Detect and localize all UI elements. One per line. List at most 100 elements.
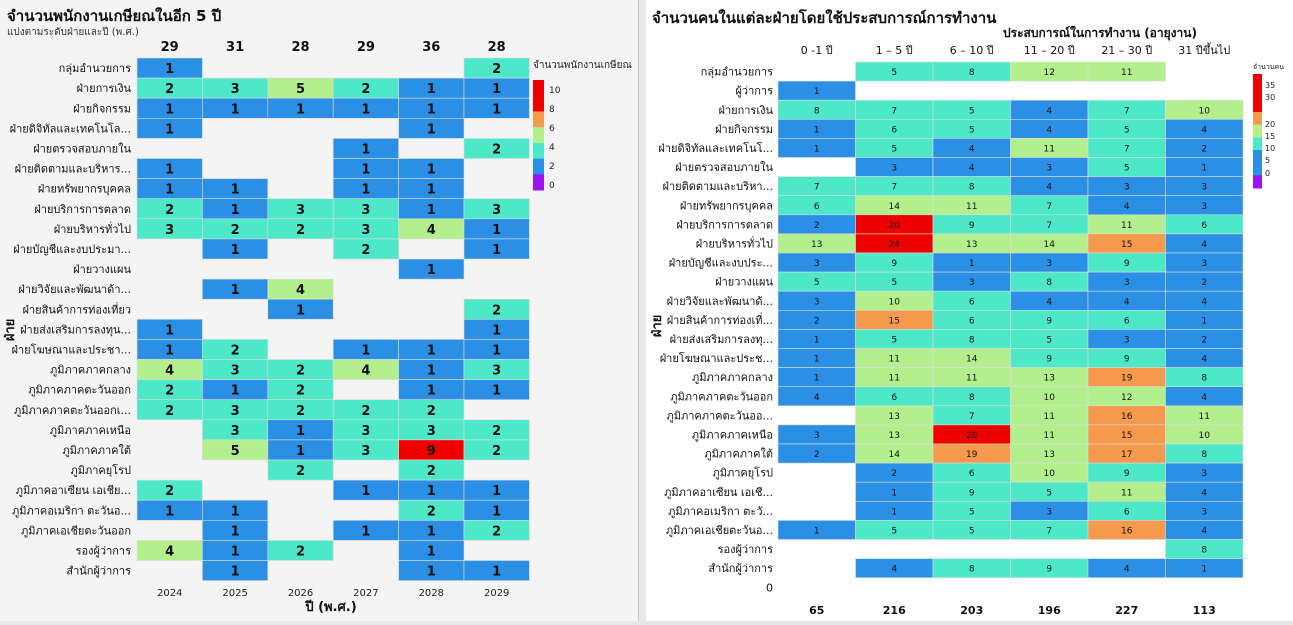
y-tick-label: ฝ่ายบริการการตลาด <box>34 203 131 216</box>
cell-value-label: 2 <box>361 243 370 258</box>
cell-value-label: 3 <box>1046 507 1052 517</box>
cell-value-label: 13 <box>966 240 977 250</box>
cell-value-label: 10 <box>1044 469 1056 479</box>
cell-value-label: 6 <box>969 297 975 307</box>
cell-value-label: 1 <box>361 102 370 117</box>
y-tick-label: ภูมิภาคภาคตะวันออก <box>28 384 131 397</box>
legend-color-swatch <box>1253 112 1262 126</box>
heatmap-cell <box>463 238 530 260</box>
cell-value-label: 1 <box>231 203 240 218</box>
legend-color-swatch <box>1253 162 1262 176</box>
cell-value-label: 1 <box>814 374 820 384</box>
cell-value-label: 3 <box>361 424 370 439</box>
y-tick-label: ฝ่ายตรวจสอบภายใน <box>33 142 131 155</box>
left-legend-title: จำนวนพนักงานเกษียณ <box>533 59 632 71</box>
y-tick-label: ฝ่ายบัญชีและงบประ... <box>669 257 773 270</box>
cell-value-label: 1 <box>231 283 240 298</box>
cell-value-label: 1 <box>1201 164 1207 174</box>
cell-value-label: 1 <box>231 243 240 258</box>
cell-value-label: 1 <box>361 142 370 157</box>
legend-tick-label: 35 <box>1265 81 1275 90</box>
cell-value-label: 2 <box>165 384 174 399</box>
cell-value-label: 19 <box>966 450 978 460</box>
cell-value-label: 3 <box>1201 259 1207 269</box>
y-tick-label: ฝ่ายส่งเสริมการลงทุน... <box>20 323 131 336</box>
cell-value-label: 1 <box>361 524 370 539</box>
cell-value-label: 10 <box>889 297 901 307</box>
cell-value-label: 4 <box>427 223 436 238</box>
left-x-axis-label: ปี (พ.ศ.) <box>304 599 356 615</box>
y-tick-label: รองผู้ว่าการ <box>718 543 774 556</box>
y-tick-label: ฝ่ายตรวจสอบภายใน <box>675 161 773 174</box>
cell-value-label: 2 <box>231 223 240 238</box>
y-tick-label: ฝ่ายโฆษณาและประชา... <box>12 342 131 356</box>
cell-value-label: 6 <box>814 202 820 212</box>
cell-value-label: 4 <box>1046 125 1052 135</box>
cell-value-label: 4 <box>891 565 897 575</box>
cell-value-label: 1 <box>165 504 174 519</box>
column-total: 28 <box>488 40 506 55</box>
column-total: 36 <box>422 40 440 55</box>
cell-value-label: 1 <box>969 259 975 269</box>
column-total: 31 <box>226 40 244 55</box>
cell-value-label: 1 <box>814 87 820 97</box>
legend-color-swatch <box>533 174 544 191</box>
cell-value-label: 4 <box>1046 183 1052 193</box>
cell-value-label: 7 <box>891 106 897 116</box>
y-tick-label: สำนักผู้ว่าการ <box>708 562 773 575</box>
cell-value-label: 13 <box>1044 374 1055 384</box>
cell-value-label: 4 <box>296 283 305 298</box>
cell-value-label: 1 <box>814 335 820 345</box>
y-tick-label: ฝ่ายดิจิทัลและเทคโนโ... <box>658 141 773 155</box>
legend-color-swatch <box>1253 150 1262 164</box>
cell-value-label: 1 <box>231 102 240 117</box>
cell-value-label: 1 <box>231 565 240 580</box>
column-total: 65 <box>809 604 824 617</box>
cell-value-label: 4 <box>1124 297 1130 307</box>
column-total: 29 <box>161 40 179 55</box>
cell-value-label: 5 <box>1046 335 1052 345</box>
cell-value-label: 2 <box>492 424 501 439</box>
cell-value-label: 2 <box>427 404 436 419</box>
cell-value-label: 10 <box>1199 106 1211 116</box>
cell-value-label: 2 <box>296 464 305 479</box>
cell-value-label: 3 <box>814 297 820 307</box>
cell-value-label: 8 <box>969 565 975 575</box>
legend-tick-label: 0 <box>549 181 555 191</box>
y-tick-label: รองผู้ว่าการ <box>76 544 132 557</box>
y-tick-label: 0 <box>766 581 773 594</box>
legend-color-swatch <box>1253 175 1262 189</box>
cell-value-label: 1 <box>427 82 436 97</box>
cell-value-label: 15 <box>889 316 900 326</box>
cell-value-label: 5 <box>891 335 897 345</box>
cell-value-label: 1 <box>427 364 436 379</box>
right-legend-title: จำนวนคน <box>1253 63 1284 71</box>
experience-heatmap: ประสบการณ์ในการทำงาน (อายุงาน) ฝ่าย จำนว… <box>650 25 1284 617</box>
cell-value-label: 11 <box>889 374 900 384</box>
cell-value-label: 1 <box>427 263 436 278</box>
cell-value-label: 3 <box>1046 259 1052 269</box>
cell-value-label: 1 <box>492 565 501 580</box>
cell-value-label: 4 <box>1201 125 1207 135</box>
cell-value-label: 1 <box>492 243 501 258</box>
cell-value-label: 1 <box>361 484 370 499</box>
cell-value-label: 4 <box>1201 355 1207 365</box>
heatmap-cell <box>398 118 465 139</box>
cell-value-label: 9 <box>1124 469 1130 479</box>
cell-value-label: 4 <box>1046 297 1052 307</box>
cell-value-label: 4 <box>361 364 370 379</box>
cell-value-label: 1 <box>492 102 501 117</box>
cell-value-label: 7 <box>1046 221 1052 231</box>
cell-value-label: 1 <box>492 384 501 399</box>
cell-value-label: 1 <box>814 526 820 536</box>
y-tick-label: ฝ่ายโฆษณาและประช... <box>660 351 773 365</box>
legend-tick-label: 8 <box>549 105 555 115</box>
cell-value-label: 3 <box>361 203 370 218</box>
cell-value-label: 7 <box>1124 106 1130 116</box>
y-tick-label: สำนักผู้ว่าการ <box>66 565 131 578</box>
cell-value-label: 1 <box>492 343 501 358</box>
cell-value-label: 3 <box>891 164 897 174</box>
cell-value-label: 7 <box>1046 526 1052 536</box>
cell-value-label: 24 <box>889 240 901 250</box>
cell-value-label: 1 <box>361 183 370 198</box>
